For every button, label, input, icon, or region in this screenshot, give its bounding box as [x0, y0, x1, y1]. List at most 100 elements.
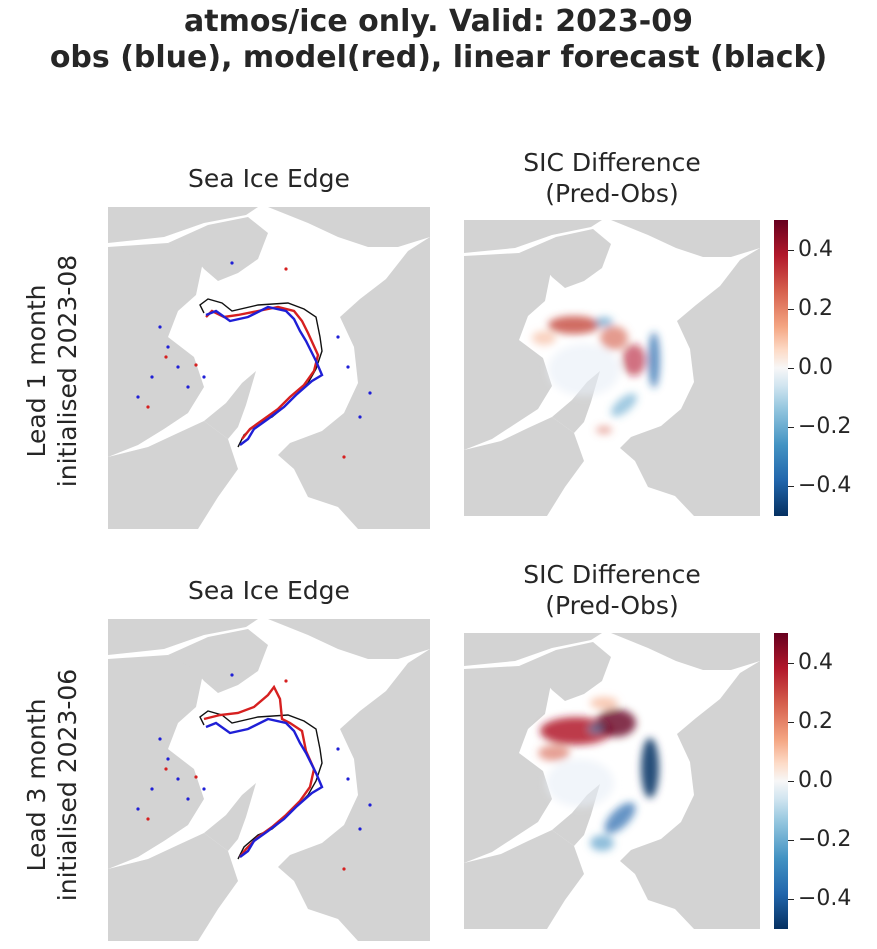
coastal-speckles-row2	[136, 673, 372, 831]
obs-speckle	[176, 777, 180, 781]
obs-speckle	[230, 673, 234, 677]
row1-label: Lead 1 month initialised 2023-08	[21, 221, 83, 521]
colorbar-tick-label: 0.0	[798, 768, 833, 793]
land-alaska	[204, 371, 256, 439]
land-layer	[108, 207, 430, 529]
colorbar-gradient	[774, 633, 788, 929]
positive-anomaly	[596, 426, 612, 434]
land-greenland	[519, 229, 611, 288]
land-russia	[278, 207, 430, 529]
obs-speckle	[136, 807, 140, 811]
land-north-europe	[611, 633, 760, 670]
sic-diff-map-row1	[464, 220, 760, 516]
land-canada	[108, 655, 204, 869]
land-canada	[108, 243, 204, 457]
colorbar-tick-label: 0.0	[798, 355, 833, 380]
colorbar-row2: 0.4 0.2 0.0 −0.2 −0.4	[774, 633, 874, 929]
model-speckle	[146, 817, 150, 821]
model-edge	[205, 305, 320, 440]
obs-edge	[205, 717, 324, 858]
positive-anomaly	[532, 331, 556, 345]
positive-anomaly	[600, 326, 628, 350]
positive-anomaly	[622, 344, 646, 376]
negative-anomaly	[648, 332, 660, 388]
colorbar-tick-label: −0.2	[798, 827, 852, 853]
positive-anomaly	[540, 717, 612, 745]
obs-speckle	[368, 803, 372, 807]
negative-anomaly	[590, 835, 614, 851]
colorbar-tick-mark	[788, 249, 794, 251]
colorbar-tick-mark	[788, 899, 794, 901]
land-top-left	[108, 207, 258, 243]
coastal-speckles-red-row2	[146, 679, 346, 871]
colorbar-tick-mark	[788, 308, 794, 310]
land-greenland	[519, 642, 611, 701]
land-alaska	[204, 783, 256, 851]
ice-edge-map-row1	[108, 207, 430, 529]
sic-title-line2: (Pred-Obs)	[545, 179, 679, 208]
model-speckle	[194, 775, 198, 779]
obs-speckle	[358, 827, 362, 831]
sic-diff-map-row2	[464, 633, 760, 929]
colorbar-tick-mark	[788, 721, 794, 723]
obs-speckle	[166, 345, 170, 349]
land-russia	[278, 619, 430, 941]
negative-anomaly	[604, 802, 636, 834]
obs-speckle	[230, 261, 234, 265]
obs-speckle	[150, 787, 154, 791]
coastal-speckles-red-row1	[146, 267, 346, 459]
land-russia	[620, 633, 760, 929]
land-layer	[464, 633, 760, 929]
model-speckle	[342, 867, 346, 871]
sic-diff-map-svg	[464, 220, 760, 516]
land-top-left	[464, 220, 602, 253]
row2-label: Lead 3 month initialised 2023-06	[21, 635, 83, 935]
model-speckle	[284, 267, 288, 271]
model-speckle	[284, 679, 288, 683]
neutral-anomaly	[548, 344, 620, 396]
obs-speckle	[158, 325, 162, 329]
land-north-europe	[611, 220, 760, 257]
colorbar-tick-mark	[788, 840, 794, 842]
negative-anomaly	[588, 724, 604, 734]
colorbar-tick-label: −0.4	[798, 886, 852, 912]
row2-label-line2: initialised 2023-06	[53, 668, 82, 902]
sic-title-line2: (Pred-Obs)	[545, 591, 679, 620]
colorbar-tick-label: 0.2	[798, 708, 833, 734]
obs-speckle	[136, 395, 140, 399]
colorbar-tick-label: −0.4	[798, 473, 852, 499]
colorbar-gradient	[774, 220, 788, 516]
negative-anomaly	[595, 317, 613, 327]
land-layer	[108, 619, 430, 941]
land-canada-south	[464, 830, 584, 929]
obs-speckle	[336, 747, 340, 751]
land-canada	[464, 253, 552, 450]
row1-label-line1: Lead 1 month	[22, 284, 51, 458]
land-greenland	[168, 629, 268, 693]
model-speckle	[194, 363, 198, 367]
positive-anomaly	[548, 316, 600, 334]
model-speckle	[164, 355, 168, 359]
panel-title-sic-row2: SIC Difference (Pred-Obs)	[464, 559, 760, 621]
obs-speckle	[346, 777, 350, 781]
obs-speckle	[150, 375, 154, 379]
model-speckle	[164, 767, 168, 771]
land-greenland	[168, 217, 268, 281]
obs-speckle	[158, 737, 162, 741]
land-north-europe	[268, 207, 430, 247]
obs-speckle	[368, 391, 372, 395]
ice-edges-row1	[199, 298, 324, 448]
sic-anomalies-row1	[532, 316, 660, 434]
positive-anomaly	[590, 697, 618, 709]
ice-edge-map-row2	[108, 619, 430, 941]
positive-anomaly	[538, 745, 570, 761]
land-layer	[464, 220, 760, 516]
land-canada	[464, 666, 552, 863]
land-russia	[620, 220, 760, 516]
obs-speckle	[336, 335, 340, 339]
neutral-anomaly	[546, 759, 614, 807]
figure-title-line1: atmos/ice only. Valid: 2023-09	[183, 4, 694, 39]
colorbar-tick-mark	[788, 781, 794, 782]
colorbar-tick-mark	[788, 368, 794, 369]
negative-anomaly	[610, 393, 638, 417]
